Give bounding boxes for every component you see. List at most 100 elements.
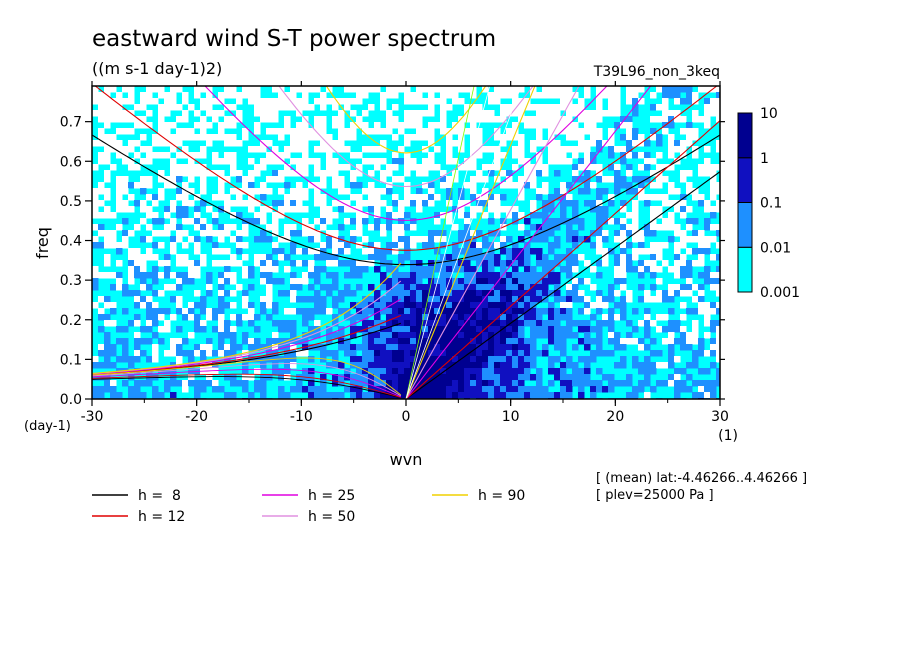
- heatmap-cell: [482, 344, 489, 351]
- heatmap-cell: [506, 134, 513, 141]
- heatmap-cell: [458, 332, 465, 339]
- heatmap-cell: [584, 176, 591, 183]
- heatmap-cell: [350, 122, 357, 129]
- heatmap-cell: [632, 392, 639, 399]
- heatmap-cell: [656, 152, 663, 159]
- heatmap-cell: [572, 104, 579, 111]
- x-tick-label: -20: [185, 409, 208, 425]
- heatmap-cell: [440, 302, 447, 309]
- heatmap-cell: [686, 344, 693, 351]
- heatmap-cell: [332, 296, 339, 303]
- heatmap-cell: [578, 98, 585, 105]
- heatmap-cell: [278, 152, 285, 159]
- heatmap-cell: [398, 86, 405, 93]
- heatmap-cell: [620, 248, 627, 255]
- heatmap-cell: [512, 152, 519, 159]
- heatmap-cell: [488, 218, 495, 225]
- heatmap-cell: [716, 104, 720, 111]
- heatmap-cell: [674, 146, 681, 153]
- heatmap-cell: [554, 128, 561, 135]
- heatmap-cell: [224, 302, 231, 309]
- heatmap-cell: [386, 218, 393, 225]
- heatmap-cell: [494, 350, 501, 357]
- heatmap-cell: [296, 134, 303, 141]
- heatmap-cell: [494, 278, 501, 285]
- heatmap-cell: [284, 206, 291, 213]
- heatmap-cell: [680, 290, 687, 297]
- heatmap-cell: [428, 272, 435, 279]
- heatmap-cell: [638, 242, 645, 249]
- heatmap-cell: [470, 350, 477, 357]
- heatmap-cell: [530, 236, 537, 243]
- heatmap-cell: [380, 170, 387, 177]
- heatmap-cell: [476, 254, 483, 261]
- heatmap-cell: [590, 134, 597, 141]
- heatmap-cell: [452, 290, 459, 297]
- heatmap-cell: [656, 164, 663, 171]
- heatmap-cell: [176, 140, 183, 147]
- heatmap-cell: [428, 338, 435, 345]
- heatmap-cell: [668, 296, 675, 303]
- heatmap-cell: [170, 92, 177, 99]
- heatmap-cell: [446, 200, 453, 207]
- heatmap-cell: [698, 260, 705, 267]
- heatmap-cell: [338, 134, 345, 141]
- heatmap-cell: [212, 194, 219, 201]
- heatmap-cell: [506, 260, 513, 267]
- heatmap-cell: [386, 344, 393, 351]
- heatmap-cell: [122, 200, 129, 207]
- heatmap-cell: [530, 266, 537, 273]
- heatmap-cell: [188, 200, 195, 207]
- heatmap-cell: [632, 212, 639, 219]
- heatmap-cell: [140, 116, 147, 123]
- heatmap-cell: [488, 308, 495, 315]
- heatmap-cell: [302, 320, 309, 327]
- heatmap-cell: [482, 266, 489, 273]
- heatmap-cell: [116, 338, 123, 345]
- heatmap-cell: [638, 194, 645, 201]
- heatmap-cell: [308, 314, 315, 321]
- heatmap-cell: [164, 284, 171, 291]
- heatmap-cell: [176, 356, 183, 363]
- heatmap-cell: [236, 98, 243, 105]
- heatmap-cell: [242, 266, 249, 273]
- heatmap-cell: [140, 146, 147, 153]
- heatmap-cell: [608, 284, 615, 291]
- heatmap-cell: [482, 278, 489, 285]
- heatmap-cell: [668, 344, 675, 351]
- heatmap-cell: [332, 104, 339, 111]
- heatmap-cell: [446, 260, 453, 267]
- heatmap-cell: [416, 314, 423, 321]
- heatmap-cell: [368, 326, 375, 333]
- heatmap-cell: [710, 110, 717, 117]
- heatmap-cell: [308, 230, 315, 237]
- heatmap-cell: [398, 272, 405, 279]
- heatmap-cell: [272, 308, 279, 315]
- heatmap-cell: [128, 320, 135, 327]
- heatmap-cell: [626, 332, 633, 339]
- heatmap-cell: [692, 356, 699, 363]
- heatmap-cell: [548, 122, 555, 129]
- heatmap-cell: [314, 146, 321, 153]
- heatmap-cell: [98, 104, 105, 111]
- heatmap-cell: [716, 188, 720, 195]
- heatmap-cell: [632, 254, 639, 261]
- heatmap-cell: [446, 158, 453, 165]
- heatmap-cell: [554, 92, 561, 99]
- heatmap-cell: [428, 194, 435, 201]
- heatmap-cell: [620, 278, 627, 285]
- heatmap-cell: [212, 116, 219, 123]
- heatmap-cell: [626, 290, 633, 297]
- heatmap-cell: [134, 224, 141, 231]
- heatmap-cell: [254, 164, 261, 171]
- heatmap-cell: [704, 170, 711, 177]
- heatmap-cell: [488, 272, 495, 279]
- heatmap-cell: [530, 308, 537, 315]
- heatmap-cell: [560, 122, 567, 129]
- heatmap-cell: [176, 224, 183, 231]
- heatmap-cell: [134, 116, 141, 123]
- heatmap-cell: [356, 224, 363, 231]
- heatmap-cell: [218, 344, 225, 351]
- heatmap-cell: [500, 332, 507, 339]
